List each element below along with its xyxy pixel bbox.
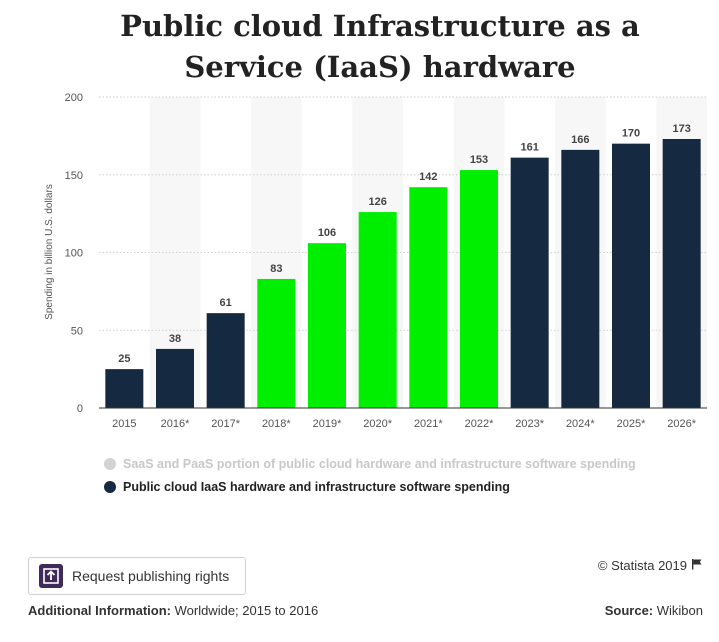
bar-chart: 0 50 100 150 200 Spending in billion U.S. dol… bbox=[44, 92, 707, 430]
x-tick-label: 2016* bbox=[161, 418, 190, 430]
additional-information: Additional Information: Worldwide; 2015 … bbox=[28, 603, 318, 618]
y-tick-label: 50 bbox=[71, 325, 83, 337]
bar bbox=[257, 278, 296, 408]
flag-icon[interactable] bbox=[691, 558, 703, 573]
legend-label: SaaS and PaaS portion of public cloud ha… bbox=[123, 457, 636, 471]
x-tick-label: 2024* bbox=[566, 418, 595, 430]
data-label: 126 bbox=[368, 196, 386, 208]
data-label: 142 bbox=[419, 171, 437, 183]
y-tick-label: 150 bbox=[65, 170, 83, 182]
bar bbox=[308, 243, 346, 408]
x-tick-label: 2019* bbox=[313, 418, 342, 430]
credit-text: © Statista 2019 bbox=[597, 558, 687, 573]
bar bbox=[358, 212, 397, 408]
button-label: Request publishing rights bbox=[72, 568, 230, 584]
source-label: Source: bbox=[604, 603, 654, 618]
x-tick-label: 2017* bbox=[211, 418, 240, 430]
legend-item-saas-paas[interactable]: SaaS and PaaS portion of public cloud ha… bbox=[104, 457, 636, 471]
bar bbox=[662, 138, 701, 409]
chart-title: Public cloud Infrastructure as a Service… bbox=[120, 9, 640, 84]
x-tick-label: 2025* bbox=[617, 418, 646, 430]
data-label: 61 bbox=[220, 297, 232, 309]
legend-item-iaas[interactable]: Public cloud IaaS hardware and infrastru… bbox=[104, 480, 510, 494]
x-tick-label: 2015 bbox=[112, 418, 136, 430]
additional-info-label: Additional Information: bbox=[28, 603, 171, 618]
legend-label: Public cloud IaaS hardware and infrastru… bbox=[123, 480, 510, 494]
source: Source: Wikibon bbox=[605, 603, 703, 618]
x-tick-label: 2023* bbox=[515, 418, 544, 430]
bar bbox=[156, 348, 194, 408]
bar bbox=[561, 149, 600, 408]
data-label: 25 bbox=[118, 353, 130, 365]
x-tick-label: 2021* bbox=[414, 418, 443, 430]
x-tick-label: 2022* bbox=[465, 418, 494, 430]
bar bbox=[105, 369, 144, 408]
additional-info-value: Worldwide; 2015 to 2016 bbox=[170, 603, 319, 618]
publish-icon bbox=[39, 564, 63, 588]
x-tick-label: 2018* bbox=[262, 418, 291, 430]
legend-marker bbox=[104, 458, 116, 470]
bar bbox=[510, 157, 549, 408]
x-tick-label: 2026* bbox=[667, 418, 696, 430]
data-label: 173 bbox=[672, 123, 690, 135]
bar bbox=[612, 143, 650, 408]
y-tick-label: 200 bbox=[65, 92, 83, 104]
bar bbox=[206, 313, 245, 408]
bar bbox=[409, 187, 448, 408]
data-label: 106 bbox=[318, 227, 336, 239]
data-label: 170 bbox=[622, 128, 640, 140]
x-tick-label: 2020* bbox=[363, 418, 392, 430]
source-value: Wikibon bbox=[653, 603, 703, 618]
bar bbox=[460, 170, 498, 408]
data-label: 166 bbox=[571, 134, 589, 146]
data-label: 161 bbox=[520, 142, 538, 154]
statista-credit[interactable]: © Statista 2019 bbox=[598, 558, 703, 573]
data-label: 38 bbox=[169, 333, 181, 345]
legend-marker bbox=[104, 481, 116, 493]
request-publishing-rights-button[interactable]: Request publishing rights bbox=[28, 557, 246, 595]
y-tick-label: 100 bbox=[65, 248, 83, 260]
y-tick-label: 0 bbox=[77, 403, 83, 415]
y-axis-label: Spending in billion U.S. dollars bbox=[44, 184, 55, 320]
data-label: 153 bbox=[470, 154, 488, 166]
data-label: 83 bbox=[270, 263, 282, 275]
